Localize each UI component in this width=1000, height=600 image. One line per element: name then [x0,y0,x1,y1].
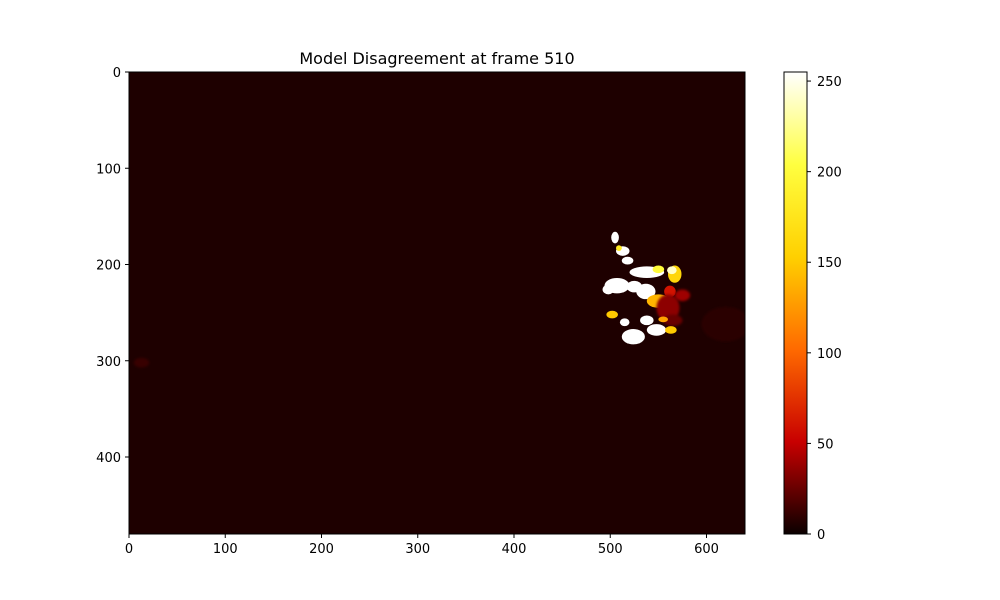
colorbar-tick-label: 0 [817,528,825,543]
y-tick-label: 400 [96,451,121,466]
heatmap-hotspot [636,283,656,300]
colorbar-tick-label: 200 [817,166,842,181]
plot-frame [128,71,746,535]
heatmap-hotspot [606,310,618,319]
y-tick-label: 200 [96,259,121,274]
heatmap-hotspot [665,326,677,334]
heatmap-hotspot [701,306,745,342]
heatmap-hotspot [619,318,630,327]
x-axis: 0 100 200 300 400 500 600 [125,534,719,557]
heatmap-hotspot [664,285,676,298]
x-tick-label: 0 [125,542,133,557]
heatmap-hotspot [602,284,615,295]
colorbar-tick-label: 250 [817,75,842,90]
heatmap-hotspot [621,256,634,265]
colorbar-axis: 0 50 100 150 200 250 [807,75,842,543]
x-tick-label: 200 [309,542,334,557]
colorbar [783,71,808,535]
heatmap-background [129,72,745,534]
x-tick-label: 300 [405,542,430,557]
colorbar-tick-label: 50 [817,437,834,452]
x-tick-label: 600 [694,542,719,557]
heatmap-hotspot [667,266,677,275]
heatmap-hotspot [640,315,654,326]
heatmap-hotspot [656,294,680,322]
chart-title: Model Disagreement at frame 510 [299,49,574,68]
heatmap-hotspot [663,314,683,327]
y-axis: 0 100 200 300 400 [96,66,129,466]
x-tick-label: 400 [502,542,527,557]
colorbar-tick-label: 150 [817,256,842,271]
heatmap-hotspot [133,357,150,368]
x-tick-label: 500 [598,542,623,557]
y-tick-label: 0 [113,66,121,81]
heatmap-hotspots [133,231,745,368]
heatmap-hotspot [652,265,665,274]
y-tick-label: 100 [96,162,121,177]
heatmap-hotspot [621,328,645,345]
colorbar-tick-label: 100 [817,347,842,362]
heatmap-hotspot [646,324,667,336]
heatmap-hotspot [616,245,622,252]
x-tick-label: 100 [213,542,238,557]
heatmap-hotspot [674,289,691,302]
heatmap-hotspot [611,231,619,244]
y-tick-label: 300 [96,355,121,370]
heatmap-hotspot [658,316,668,323]
